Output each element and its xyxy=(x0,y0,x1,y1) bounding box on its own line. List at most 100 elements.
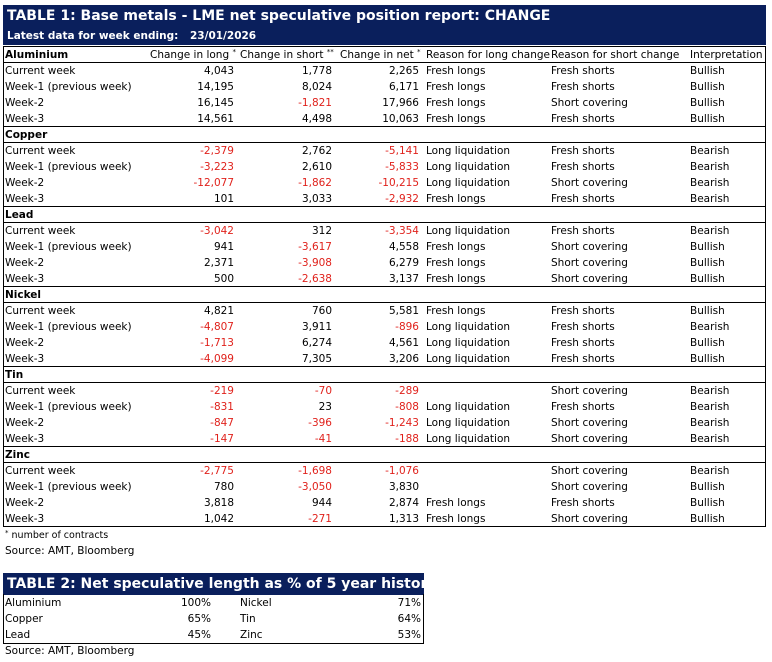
cell: 6,279 xyxy=(388,257,419,269)
cell: Bullish xyxy=(690,97,725,109)
group-rule xyxy=(3,286,766,287)
row-label: Week-2 xyxy=(5,257,45,269)
cell: -271 xyxy=(308,513,332,525)
column-header: Reason for short change xyxy=(551,47,681,63)
cell: 65% xyxy=(187,613,211,625)
cell: 4,561 xyxy=(388,337,419,349)
cell: Fresh longs xyxy=(426,497,486,509)
row-label: Week-3 xyxy=(5,513,45,525)
title-bar xyxy=(3,573,424,595)
row-label: Zinc xyxy=(240,629,263,641)
cell: -10,215 xyxy=(378,177,419,189)
cell: 3,830 xyxy=(388,481,419,493)
row-label: Copper xyxy=(5,613,43,625)
group-name: Tin xyxy=(5,369,24,381)
cell: 1,042 xyxy=(203,513,234,525)
column-header: Change in net * xyxy=(340,47,421,63)
cell: -1,698 xyxy=(298,465,332,477)
cell: 8,024 xyxy=(301,81,332,93)
cell: Long liquidation xyxy=(426,177,511,189)
cell: 5,581 xyxy=(388,305,419,317)
cell: 3,911 xyxy=(301,321,332,333)
cell: Fresh shorts xyxy=(551,401,615,413)
cell: Bullish xyxy=(690,337,725,349)
row-label: Week-2 xyxy=(5,417,45,429)
footnote-text: number of contracts xyxy=(11,530,109,541)
cell: 14,561 xyxy=(197,113,234,125)
cell: Long liquidation xyxy=(426,353,511,365)
cell: -1,821 xyxy=(298,97,332,109)
cell: -70 xyxy=(314,385,332,397)
cell: -3,617 xyxy=(298,241,332,253)
row-label: Week-2 xyxy=(5,177,45,189)
cell: Short covering xyxy=(551,257,628,269)
footnote: * number of contracts xyxy=(5,528,108,544)
row-label: Week-1 (previous week) xyxy=(5,481,132,493)
cell: Bearish xyxy=(690,225,730,237)
cell: 100% xyxy=(180,597,211,609)
cell: -4,099 xyxy=(200,353,234,365)
date-label: Latest data for week ending: xyxy=(7,30,179,42)
cell: Fresh shorts xyxy=(551,225,615,237)
cell: 10,063 xyxy=(382,113,419,125)
cell: 2,265 xyxy=(388,65,419,77)
cell: -3,050 xyxy=(298,481,332,493)
cell: Short covering xyxy=(551,513,628,525)
cell: -2,775 xyxy=(200,465,234,477)
cell: -1,713 xyxy=(200,337,234,349)
cell: Fresh longs xyxy=(426,97,486,109)
cell: -4,807 xyxy=(200,321,234,333)
cell: Bullish xyxy=(690,497,725,509)
group-rule xyxy=(3,446,766,447)
cell: Fresh shorts xyxy=(551,113,615,125)
row-label: Week-1 (previous week) xyxy=(5,321,132,333)
cell: Bullish xyxy=(690,241,725,253)
cell: 4,558 xyxy=(388,241,419,253)
row-label: Week-2 xyxy=(5,497,45,509)
cell: Long liquidation xyxy=(426,145,511,157)
group-rule xyxy=(3,62,766,63)
cell: 312 xyxy=(311,225,332,237)
cell: Bullish xyxy=(690,353,725,365)
column-header: Reason for long change xyxy=(426,47,550,63)
row-label: Current week xyxy=(5,305,76,317)
cell: Fresh shorts xyxy=(551,81,615,93)
cell: Bearish xyxy=(690,145,730,157)
row-label: Week-3 xyxy=(5,353,45,365)
column-label: Reason for short change xyxy=(551,49,680,61)
cell: 6,171 xyxy=(388,81,419,93)
cell: -12,077 xyxy=(193,177,234,189)
cell: 3,818 xyxy=(203,497,234,509)
cell: Fresh longs xyxy=(426,305,486,317)
cell: 17,966 xyxy=(382,97,419,109)
cell: Bullish xyxy=(690,65,725,77)
cell: 1,778 xyxy=(301,65,332,77)
source: Source: AMT, Bloomberg xyxy=(5,645,135,657)
row-label: Week-1 (previous week) xyxy=(5,161,132,173)
cell: -808 xyxy=(395,401,419,413)
row-label: Week-2 xyxy=(5,97,45,109)
cell: Long liquidation xyxy=(426,401,511,413)
cell: Fresh shorts xyxy=(551,65,615,77)
cell: Bullish xyxy=(690,113,725,125)
column-label: Change in net xyxy=(340,49,414,61)
cell: Bearish xyxy=(690,433,730,445)
cell: -831 xyxy=(210,401,234,413)
row-label: Tin xyxy=(240,613,256,625)
cell: -1,076 xyxy=(385,465,419,477)
row-label: Week-3 xyxy=(5,193,45,205)
group-name: Lead xyxy=(5,209,34,221)
cell: Bearish xyxy=(690,465,730,477)
table-title: TABLE 2: Net speculative length as % of … xyxy=(7,576,506,592)
cell: Fresh longs xyxy=(426,513,486,525)
cell: Short covering xyxy=(551,241,628,253)
cell: -896 xyxy=(395,321,419,333)
cell: -3,354 xyxy=(385,225,419,237)
cell: Bearish xyxy=(690,321,730,333)
cell: Long liquidation xyxy=(426,161,511,173)
column-mark: * xyxy=(417,48,421,56)
column-label: Change in short xyxy=(240,49,324,61)
cell: 1,313 xyxy=(388,513,419,525)
column-header: Change in long * xyxy=(150,47,236,63)
